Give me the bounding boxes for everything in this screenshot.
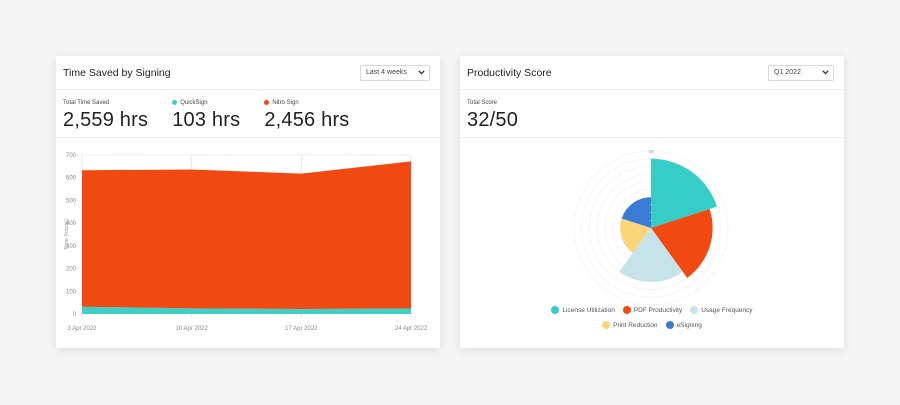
legend-item-pdf-productivity[interactable]: PDF Productivity [622, 306, 683, 314]
x-tick-label: 24 Apr 2022 [395, 326, 428, 332]
y-axis-label: Time (hours) [64, 219, 70, 250]
polar-area-chart: 10 [460, 138, 844, 348]
x-tick-label: 3 Apr 2022 [67, 326, 97, 332]
stat-label: QuickSign [180, 99, 208, 106]
legend-label: Print Reduction [613, 321, 658, 329]
polar-segment-license-utilization[interactable] [651, 158, 717, 228]
stat-total: Total Time Saved 2,559 hrs [63, 98, 148, 137]
legend-dot-icon [665, 321, 674, 329]
stat-label: Total Time Saved [63, 99, 110, 106]
y-tick-label: 0 [73, 312, 77, 318]
legend-dot-icon [690, 306, 699, 314]
polar-segment-pdf-productivity[interactable] [651, 208, 713, 278]
nitro-sign-dot-icon [264, 100, 270, 105]
radial-max-label: 10 [648, 149, 654, 154]
legend-item-usage-frequency[interactable]: Usage Frequency [690, 306, 753, 314]
card-header: Time Saved by Signing Last 4 weeks [56, 56, 440, 90]
legend-label: eSigning [676, 321, 702, 329]
chart-legend: License Utilization PDF Productivity Usa… [460, 306, 844, 336]
stat-label: Nitro Sign [272, 99, 299, 106]
stats-row: Total Time Saved 2,559 hrs QuickSign 103… [56, 90, 440, 138]
polar-segment-print-reduction[interactable] [620, 218, 651, 253]
y-tick-label: 200 [66, 267, 77, 273]
y-tick-label: 300 [66, 244, 77, 250]
select-value: Last 4 weeks [366, 69, 407, 76]
polar-chart-svg: 10 [573, 149, 729, 306]
x-tick-label: 17 Apr 2022 [285, 326, 318, 332]
area-chart-svg: 0 100 200 300 400 500 600 700 Time (hours) 3 Apr … [64, 153, 428, 332]
card-title: Time Saved by Signing [63, 66, 171, 79]
polar-segment-usage-frequency[interactable] [619, 228, 683, 282]
productivity-card: Productivity Score Q1 2022 Total Score 3… [460, 56, 844, 348]
y-tick-label: 100 [66, 289, 77, 295]
stats-row: Total Score 32/50 [460, 90, 844, 138]
y-tick-label: 700 [66, 153, 77, 159]
stat-total-score: Total Score 32/50 [467, 98, 518, 137]
stat-value: 103 hrs [172, 109, 241, 131]
legend-item-esigning[interactable]: eSigning [665, 321, 702, 329]
polar-segment-esigning[interactable] [621, 197, 651, 228]
legend-label: License Utilization [562, 306, 615, 314]
legend-dot-icon [622, 306, 631, 314]
x-tick-label: 10 Apr 2022 [175, 326, 208, 332]
card-header: Productivity Score Q1 2022 [460, 56, 844, 90]
legend-label: Usage Frequency [701, 306, 753, 314]
y-tick-label: 500 [66, 198, 77, 204]
chevron-down-icon [418, 70, 425, 75]
stat-nitro-sign: Nitro Sign 2,456 hrs [264, 98, 349, 137]
y-tick-label: 400 [66, 221, 77, 227]
stat-value: 2,559 hrs [63, 109, 149, 131]
stat-label: Total Score [467, 99, 498, 106]
legend-item-license-utilization[interactable]: License Utilization [551, 306, 615, 314]
card-title: Productivity Score [467, 66, 552, 79]
stat-value: 2,456 hrs [264, 109, 350, 131]
area-series-quicksign[interactable] [82, 306, 411, 314]
area-series-nitro-sign[interactable] [82, 161, 411, 310]
quarter-select[interactable]: Q1 2022 [768, 64, 834, 81]
legend-item-print-reduction[interactable]: Print Reduction [602, 321, 658, 329]
time-saved-card: Time Saved by Signing Last 4 weeks Total… [56, 56, 440, 348]
y-tick-label: 600 [66, 176, 77, 182]
area-chart: 0 100 200 300 400 500 600 700 Time (hours) 3 Apr … [56, 138, 440, 348]
date-range-select[interactable]: Last 4 weeks [360, 64, 430, 81]
legend-label: PDF Productivity [633, 306, 683, 314]
quicksign-dot-icon [172, 100, 178, 105]
chevron-down-icon [822, 70, 829, 75]
legend-dot-icon [551, 306, 560, 314]
legend-dot-icon [602, 321, 611, 329]
stat-quicksign: QuickSign 103 hrs [172, 98, 240, 137]
select-value: Q1 2022 [774, 69, 801, 76]
stat-value: 32/50 [467, 109, 519, 131]
